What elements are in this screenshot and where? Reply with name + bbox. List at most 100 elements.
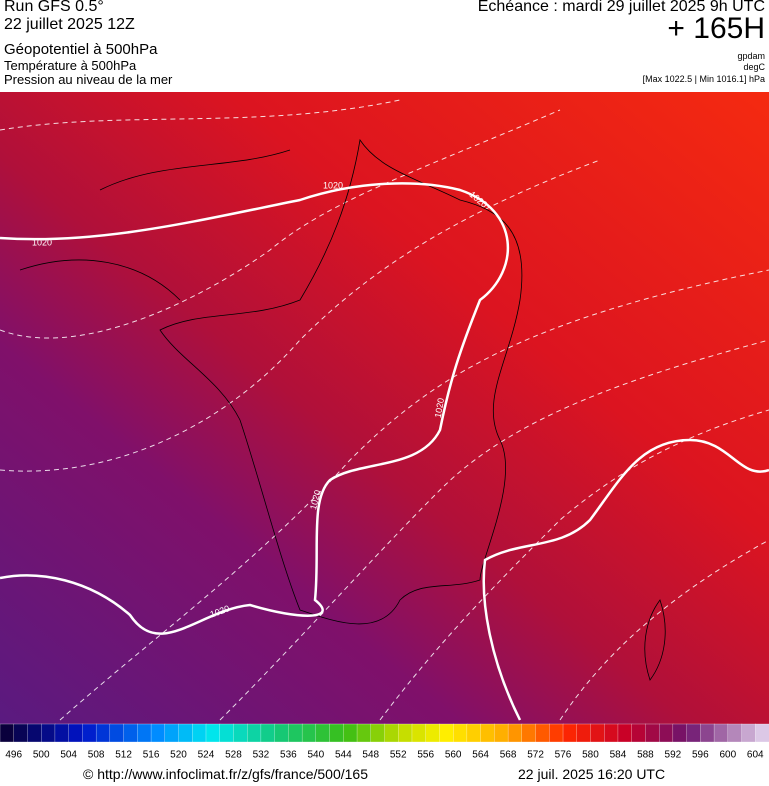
colorbar-swatch — [576, 723, 592, 743]
colorbar-swatch — [755, 723, 769, 743]
echeance: Echéance : mardi 29 juillet 2025 9h UTC — [477, 0, 765, 15]
isobar-label: 1020 — [323, 180, 343, 190]
colorbar-swatch — [480, 723, 496, 743]
unit: degC — [743, 62, 765, 72]
colorbar-tick-label: 600 — [719, 750, 736, 761]
colorbar-swatch — [384, 723, 399, 743]
run-title: Run GFS 0.5° — [4, 0, 104, 15]
lead-time: + 165H — [667, 12, 765, 45]
colorbar-swatch — [192, 723, 207, 743]
colorbar-swatch — [301, 723, 317, 743]
colorbar-swatch — [205, 723, 221, 743]
colorbar-swatch — [247, 723, 262, 743]
colorbar-swatch — [82, 723, 97, 743]
coastlines — [19, 138, 666, 681]
colorbar-tick-label: 604 — [747, 750, 764, 761]
colorbar-swatch — [425, 723, 441, 743]
colorbar-tick-label: 516 — [143, 750, 160, 761]
colorbar-swatch — [137, 723, 152, 743]
colorbar-swatch — [123, 723, 138, 743]
colorbar-swatch — [260, 723, 276, 743]
colorbar-tick-label: 560 — [445, 750, 462, 761]
colorbar-tick-label: 572 — [527, 750, 544, 761]
colorbar-tick-label: 528 — [225, 750, 242, 761]
colorbar-swatch — [329, 723, 344, 743]
colorbar-tick-label: 580 — [582, 750, 599, 761]
colorbar-swatch — [686, 723, 701, 743]
colorbar-tick-label: 508 — [88, 750, 105, 761]
colorbar-tick-label: 548 — [362, 750, 379, 761]
colorbar-tick-label: 576 — [555, 750, 572, 761]
unit: gpdam — [737, 51, 765, 61]
colorbar-swatch — [68, 723, 84, 743]
colorbar-tick-label: 520 — [170, 750, 187, 761]
colorbar-swatch — [0, 723, 15, 743]
colorbar-swatch — [288, 723, 303, 743]
colorbar-swatch — [109, 723, 125, 743]
temperature-field — [0, 92, 769, 724]
colorbar-swatch — [562, 723, 578, 743]
colorbar-swatch — [13, 723, 29, 743]
colorbar-tick-label: 532 — [253, 750, 270, 761]
colorbar-tick-label: 568 — [500, 750, 517, 761]
colorbar-tick-label: 564 — [472, 750, 489, 761]
colorbar-swatch — [233, 723, 248, 743]
geopotential-contours — [0, 99, 769, 721]
colorbar-tick-label: 540 — [307, 750, 324, 761]
field-label: Température à 500hPa — [4, 58, 137, 73]
colorbar-swatch — [453, 723, 468, 743]
colorbar-swatch — [398, 723, 413, 743]
colorbar-tick-label: 536 — [280, 750, 297, 761]
colorbar-swatch — [274, 723, 290, 743]
isobar-label: 1020 — [32, 237, 52, 247]
colorbar-tick-label: 524 — [198, 750, 215, 761]
colorbar-tick-label: 512 — [115, 750, 132, 761]
colorbar-swatch — [343, 723, 358, 743]
colorbar-swatch — [727, 723, 743, 743]
colorbar-swatch — [54, 723, 70, 743]
colorbar-swatch — [658, 723, 674, 743]
colorbar-swatch — [219, 723, 235, 743]
colorbar-swatch — [150, 723, 166, 743]
colorbar-tick-label: 592 — [665, 750, 682, 761]
colorbar-tick-label: 544 — [335, 750, 352, 761]
colorbar-tick-label: 500 — [33, 750, 50, 761]
isobar-label: 1020 — [433, 397, 446, 418]
colorbar-swatch — [439, 723, 454, 743]
colorbar-swatch — [741, 723, 756, 743]
footer-stamp: 22 juil. 2025 16:20 UTC — [518, 766, 666, 782]
colorbar-swatch — [521, 723, 537, 743]
run-date: 22 juillet 2025 12Z — [4, 16, 135, 33]
colorbar-swatch — [549, 723, 564, 743]
colorbar-swatch — [713, 723, 729, 743]
colorbar-tick-label: 556 — [417, 750, 434, 761]
colorbar-swatch — [356, 723, 372, 743]
colorbar-swatch — [700, 723, 715, 743]
colorbar-tick-label: 584 — [610, 750, 627, 761]
colorbar-swatch — [507, 723, 523, 743]
pressure-range: [Max 1022.5 | Min 1016.1] hPa — [642, 74, 765, 84]
colorbar-swatch — [672, 723, 688, 743]
colorbar-swatch — [411, 723, 427, 743]
colorbar-swatch — [494, 723, 509, 743]
colorbar-swatch — [604, 723, 619, 743]
colorbar-swatch — [164, 723, 180, 743]
colorbar-swatch — [95, 723, 111, 743]
colorbar-tick-label: 596 — [692, 750, 709, 761]
colorbar-tick-label: 504 — [60, 750, 77, 761]
colorbar-swatch — [590, 723, 605, 743]
colorbar-swatch — [466, 723, 482, 743]
colorbar-swatch — [645, 723, 660, 743]
field-label: Géopotentiel à 500hPa — [4, 41, 158, 58]
colorbar-swatch — [617, 723, 633, 743]
colorbar-swatch — [370, 723, 386, 743]
colorbar-swatch — [178, 723, 193, 743]
colorbar-swatch — [27, 723, 42, 743]
colorbar-swatch — [315, 723, 331, 743]
colorbar-swatch — [535, 723, 550, 743]
colorbar-tick-label: 496 — [5, 750, 22, 761]
colorbar-swatch — [41, 723, 56, 743]
colorbar-tick-label: 588 — [637, 750, 654, 761]
